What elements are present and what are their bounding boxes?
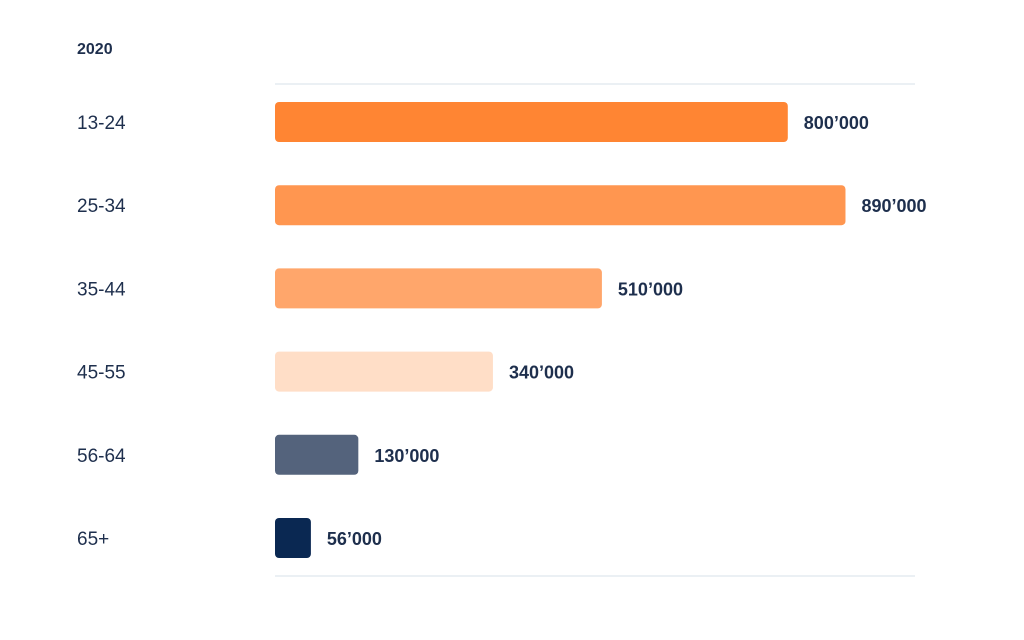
value-label: 56’000 bbox=[327, 529, 382, 549]
value-label: 800’000 bbox=[804, 113, 869, 133]
bar bbox=[275, 518, 311, 558]
bar bbox=[275, 102, 788, 142]
bar bbox=[275, 185, 846, 226]
bar bbox=[275, 268, 602, 309]
value-label: 890’000 bbox=[861, 196, 926, 216]
value-label: 130’000 bbox=[374, 446, 439, 466]
category-label: 56-64 bbox=[77, 446, 126, 467]
bar bbox=[275, 351, 493, 392]
bars-layer: 13-24 800’000 25-34 890’000 35-44 510’000 45-5… bbox=[77, 102, 927, 558]
category-label: 65+ bbox=[77, 529, 109, 550]
bar bbox=[275, 434, 359, 475]
value-label: 510’000 bbox=[618, 279, 683, 299]
category-label: 25-34 bbox=[77, 196, 126, 217]
chart-title: 2020 bbox=[77, 41, 113, 58]
category-label: 35-44 bbox=[77, 279, 126, 300]
category-label: 45-55 bbox=[77, 363, 126, 384]
category-label: 13-24 bbox=[77, 113, 126, 134]
value-label: 340’000 bbox=[509, 363, 574, 383]
